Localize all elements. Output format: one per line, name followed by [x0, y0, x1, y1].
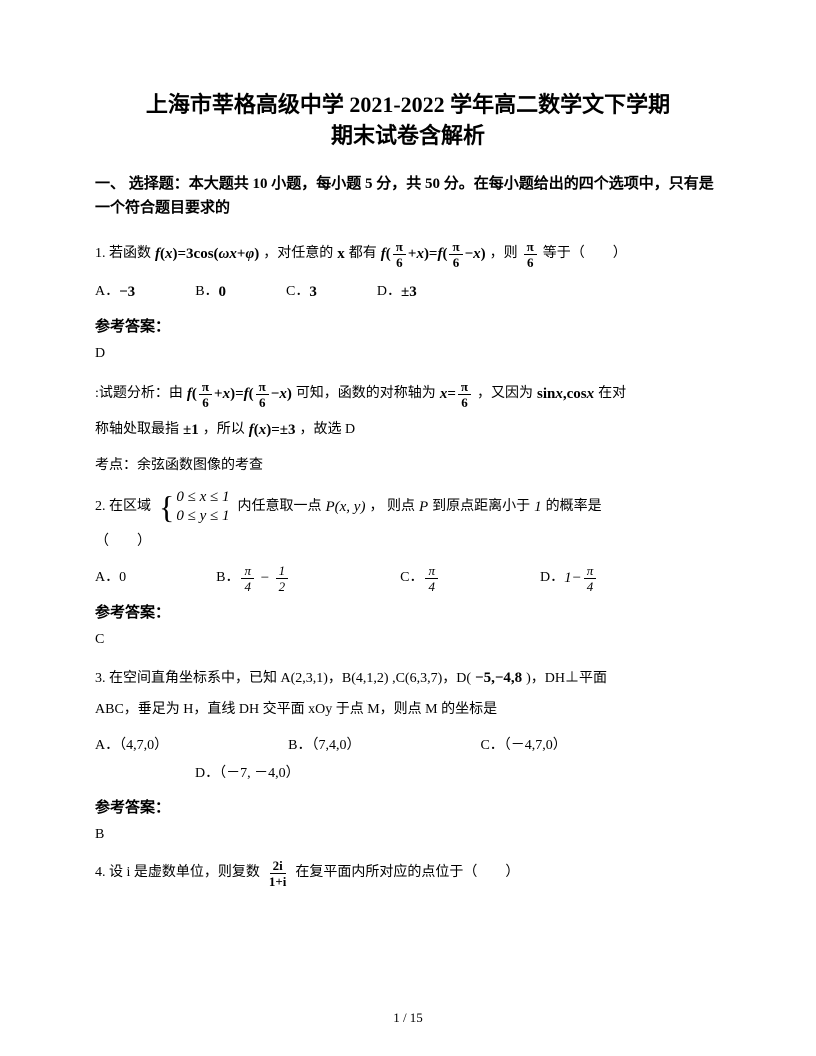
q1-formula1: f(x)=3cos(ωx+φ): [155, 238, 259, 271]
q1-formula3: π6: [522, 238, 539, 271]
q1-mid3: ，则: [490, 239, 518, 270]
q2-answer-label: 参考答案：: [95, 601, 721, 622]
question-4: 4. 设 i 是虚数单位，则复数 2i1+i 在复平面内所对应的点位于（ ）: [95, 857, 721, 890]
q1-answer: D: [95, 346, 721, 362]
section-header: 一、 选择题：本大题共 10 小题，每小题 5 分，共 50 分。在每小题给出的…: [95, 172, 721, 220]
q1-suffix: 等于（ ）: [543, 239, 627, 270]
q2-prefix: 2. 在区域: [95, 492, 151, 523]
q3-answer: B: [95, 827, 721, 843]
title-line1: 上海市莘格高级中学 2021-2022 学年高二数学文下学期: [95, 90, 721, 121]
q3-answer-label: 参考答案：: [95, 796, 721, 817]
q1-answer-label: 参考答案：: [95, 315, 721, 336]
question-3: 3. 在空间直角坐标系中，已知 A(2,3,1)，B(4,1,2) ,C(6,3…: [95, 662, 721, 726]
q2-paren: （ ）: [95, 527, 721, 558]
q2-brace: { 0 ≤ x ≤ 1 0 ≤ y ≤ 1: [159, 488, 229, 527]
q3-options-2: D．（－7, －4,0）: [95, 760, 721, 788]
question-2: 2. 在区域 { 0 ≤ x ≤ 1 0 ≤ y ≤ 1 内任意取一点 P(x,…: [95, 488, 721, 558]
q1-x: x: [337, 238, 345, 271]
page-number: 1 / 15: [0, 1010, 816, 1026]
question-1: 1. 若函数 f(x)=3cos(ωx+φ) ，对任意的 x 都有 f(π6+x…: [95, 238, 721, 271]
q1-formula2: f(π6+x)=f(π6−x): [381, 238, 486, 271]
q4-frac: 2i1+i: [264, 857, 292, 890]
q1-options: A．−3 B．0 C．3 D．±3: [95, 277, 721, 307]
q1-topic: 考点：余弦函数图像的考查: [95, 454, 721, 474]
title-line2: 期末试卷含解析: [95, 121, 721, 152]
q1-analysis-formula2: x=π6: [440, 376, 473, 412]
exam-title: 上海市莘格高级中学 2021-2022 学年高二数学文下学期 期末试卷含解析: [95, 90, 721, 152]
q1-prefix: 1. 若函数: [95, 239, 151, 270]
q1-analysis-formula1: f(π6+x)=f(π6−x): [187, 376, 292, 412]
q1-analysis: :试题分析：由 f(π6+x)=f(π6−x) 可知，函数的对称轴为 x=π6 …: [95, 376, 721, 448]
q2-options: A．0 B． π4 − 12 C． π4 D． 1−π4: [95, 563, 721, 593]
q2-pxy: P(x, y): [325, 491, 365, 524]
q1-fx: f(x)=±3: [249, 412, 296, 448]
q1-mid2: 都有: [349, 239, 377, 270]
q2-answer: C: [95, 632, 721, 648]
q1-mid1: ，对任意的: [263, 239, 333, 270]
q3-options: A．（4,7,0） B．（7,4,0） C．（－4,7,0）: [95, 732, 721, 760]
q1-analysis-formula3: sinx,cosx: [537, 376, 594, 412]
